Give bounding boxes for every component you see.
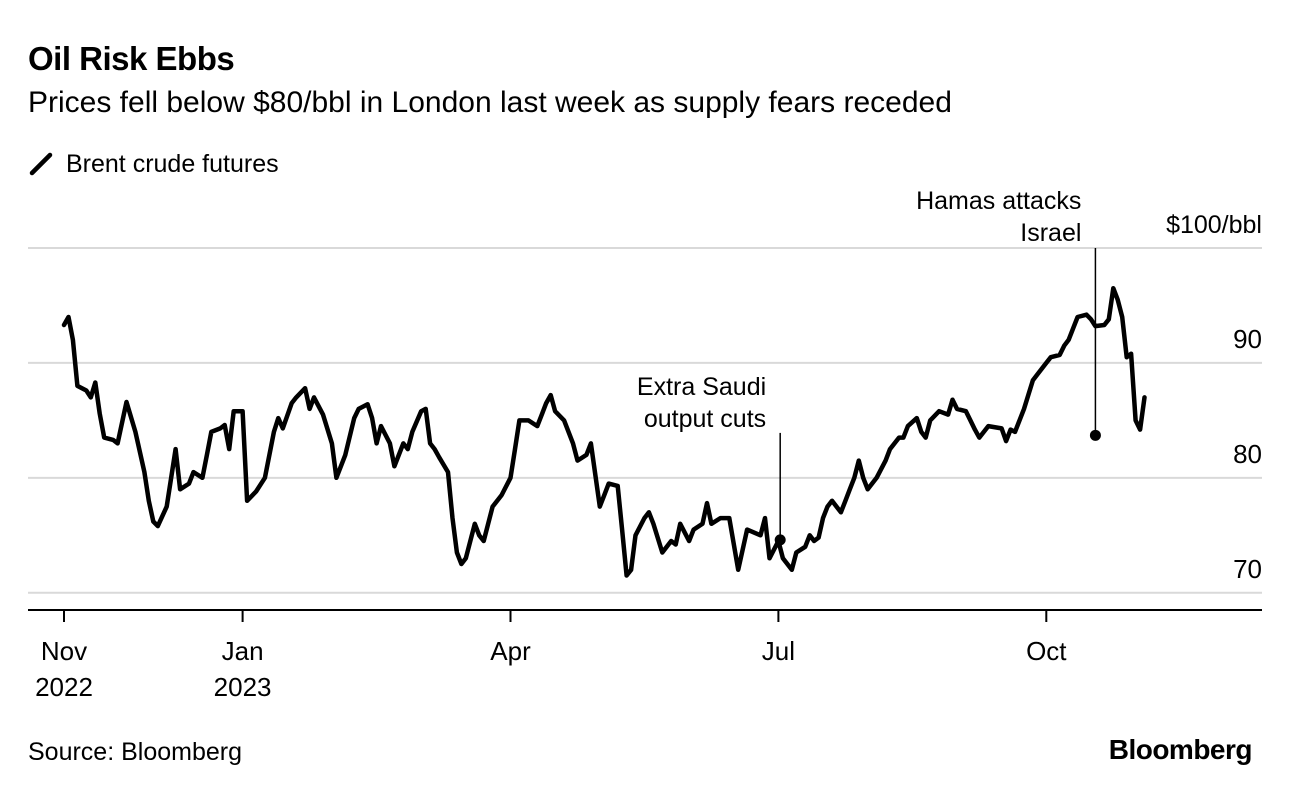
series <box>61 285 1147 578</box>
source-note: Source: Bloomberg <box>28 738 243 766</box>
y-tick-label: 70 <box>1233 554 1262 584</box>
x-tick-year-label: 2023 <box>214 672 272 702</box>
y-tick-label: 90 <box>1233 324 1262 354</box>
y-tick-label: $100/bbl <box>1166 211 1262 239</box>
y-tick-label: 80 <box>1233 439 1262 469</box>
x-tick-label: Jul <box>762 636 795 666</box>
chart-title: Oil Risk Ebbs <box>28 40 235 77</box>
annotation-label: Israel <box>1020 219 1081 247</box>
gridlines <box>28 247 1262 594</box>
bloomberg-logo: Bloomberg <box>1108 734 1253 765</box>
annotation-label: output cuts <box>644 405 766 433</box>
annotations: output cuts Extra Saudi Israel Hamas attack… <box>637 187 1101 546</box>
annotation-marker <box>1089 429 1101 441</box>
chart-subtitle: Prices fell below $80/bbl in London last… <box>28 86 952 119</box>
legend: Brent crude futures <box>28 148 279 180</box>
line-swatch-icon <box>29 152 53 176</box>
x-tick-label: Nov <box>41 636 87 666</box>
y-axis-labels: $100/bbl 90 80 70 <box>1166 211 1262 584</box>
annotation-label: Extra Saudi <box>637 373 766 401</box>
x-axis: Nov 2022 Jan 2023 Apr Jul Oct <box>28 609 1262 702</box>
x-tick-year-label: 2022 <box>35 672 93 702</box>
x-tick-label: Oct <box>1026 636 1067 666</box>
x-tick-label: Jan <box>222 636 264 666</box>
x-tick-label: Apr <box>490 636 531 666</box>
annotation-label: Hamas attacks <box>916 187 1081 215</box>
series-line-brent-crude <box>61 285 1147 578</box>
legend-label: Brent crude futures <box>66 149 279 178</box>
